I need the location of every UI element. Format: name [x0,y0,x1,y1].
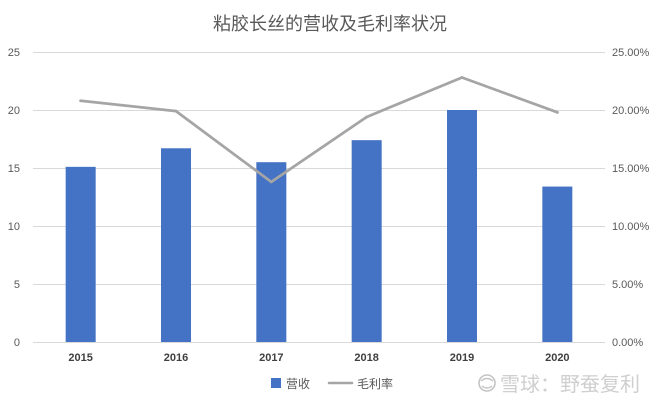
line-point-2017 [269,180,273,184]
x-tick-label: 2020 [545,352,569,364]
left-tick-label: 10 [8,221,20,233]
bar-2017 [256,162,287,342]
bar-2015 [65,166,96,342]
right-tick-label: 15.00% [612,163,650,175]
gridlines [33,52,605,343]
bar-2020 [542,186,573,342]
x-tick-label: 2018 [354,352,378,364]
right-tick-label: 0.00% [612,337,643,349]
series-line-margin [79,76,559,184]
watermark-text: 雪球：野蚕复利 [500,373,640,396]
left-y-axis: 0 5 10 15 20 25 [8,47,20,349]
x-tick-label: 2019 [450,352,474,364]
legend: 营收 毛利率 [271,376,393,391]
left-tick-label: 5 [14,279,20,291]
x-tick-label: 2017 [259,352,283,364]
legend-label-line: 毛利率 [357,376,393,391]
x-tick-label: 2015 [68,352,92,364]
left-tick-label: 15 [8,163,20,175]
line-point-2020 [555,110,559,114]
right-tick-label: 20.00% [612,105,650,117]
chart-title: 粘胶长丝的营收及毛利率状况 [213,14,447,34]
line-point-2015 [79,99,83,103]
right-tick-label: 25.00% [612,47,650,59]
legend-label-bar: 营收 [286,377,310,391]
left-tick-label: 20 [8,105,20,117]
line-series [79,76,559,184]
x-axis: 2015 2016 2017 2018 2019 2020 [68,352,569,364]
bar-2019 [447,110,477,342]
left-tick-label: 25 [8,47,20,59]
xueqiu-logo-icon [478,374,496,392]
line-point-2016 [174,109,178,113]
right-tick-label: 5.00% [612,279,643,291]
legend-swatch-bar [271,378,281,388]
line-point-2019 [460,76,464,79]
line-point-2018 [365,115,369,119]
x-tick-label: 2016 [164,352,188,364]
bar-2016 [161,148,191,342]
watermark: 雪球：野蚕复利 [478,373,640,396]
left-tick-label: 0 [14,337,20,349]
bar-series [65,110,573,342]
right-tick-label: 10.00% [612,221,650,233]
right-y-axis: 0.00% 5.00% 10.00% 15.00% 20.00% 25.00% [612,47,650,349]
bar-2018 [351,140,382,342]
